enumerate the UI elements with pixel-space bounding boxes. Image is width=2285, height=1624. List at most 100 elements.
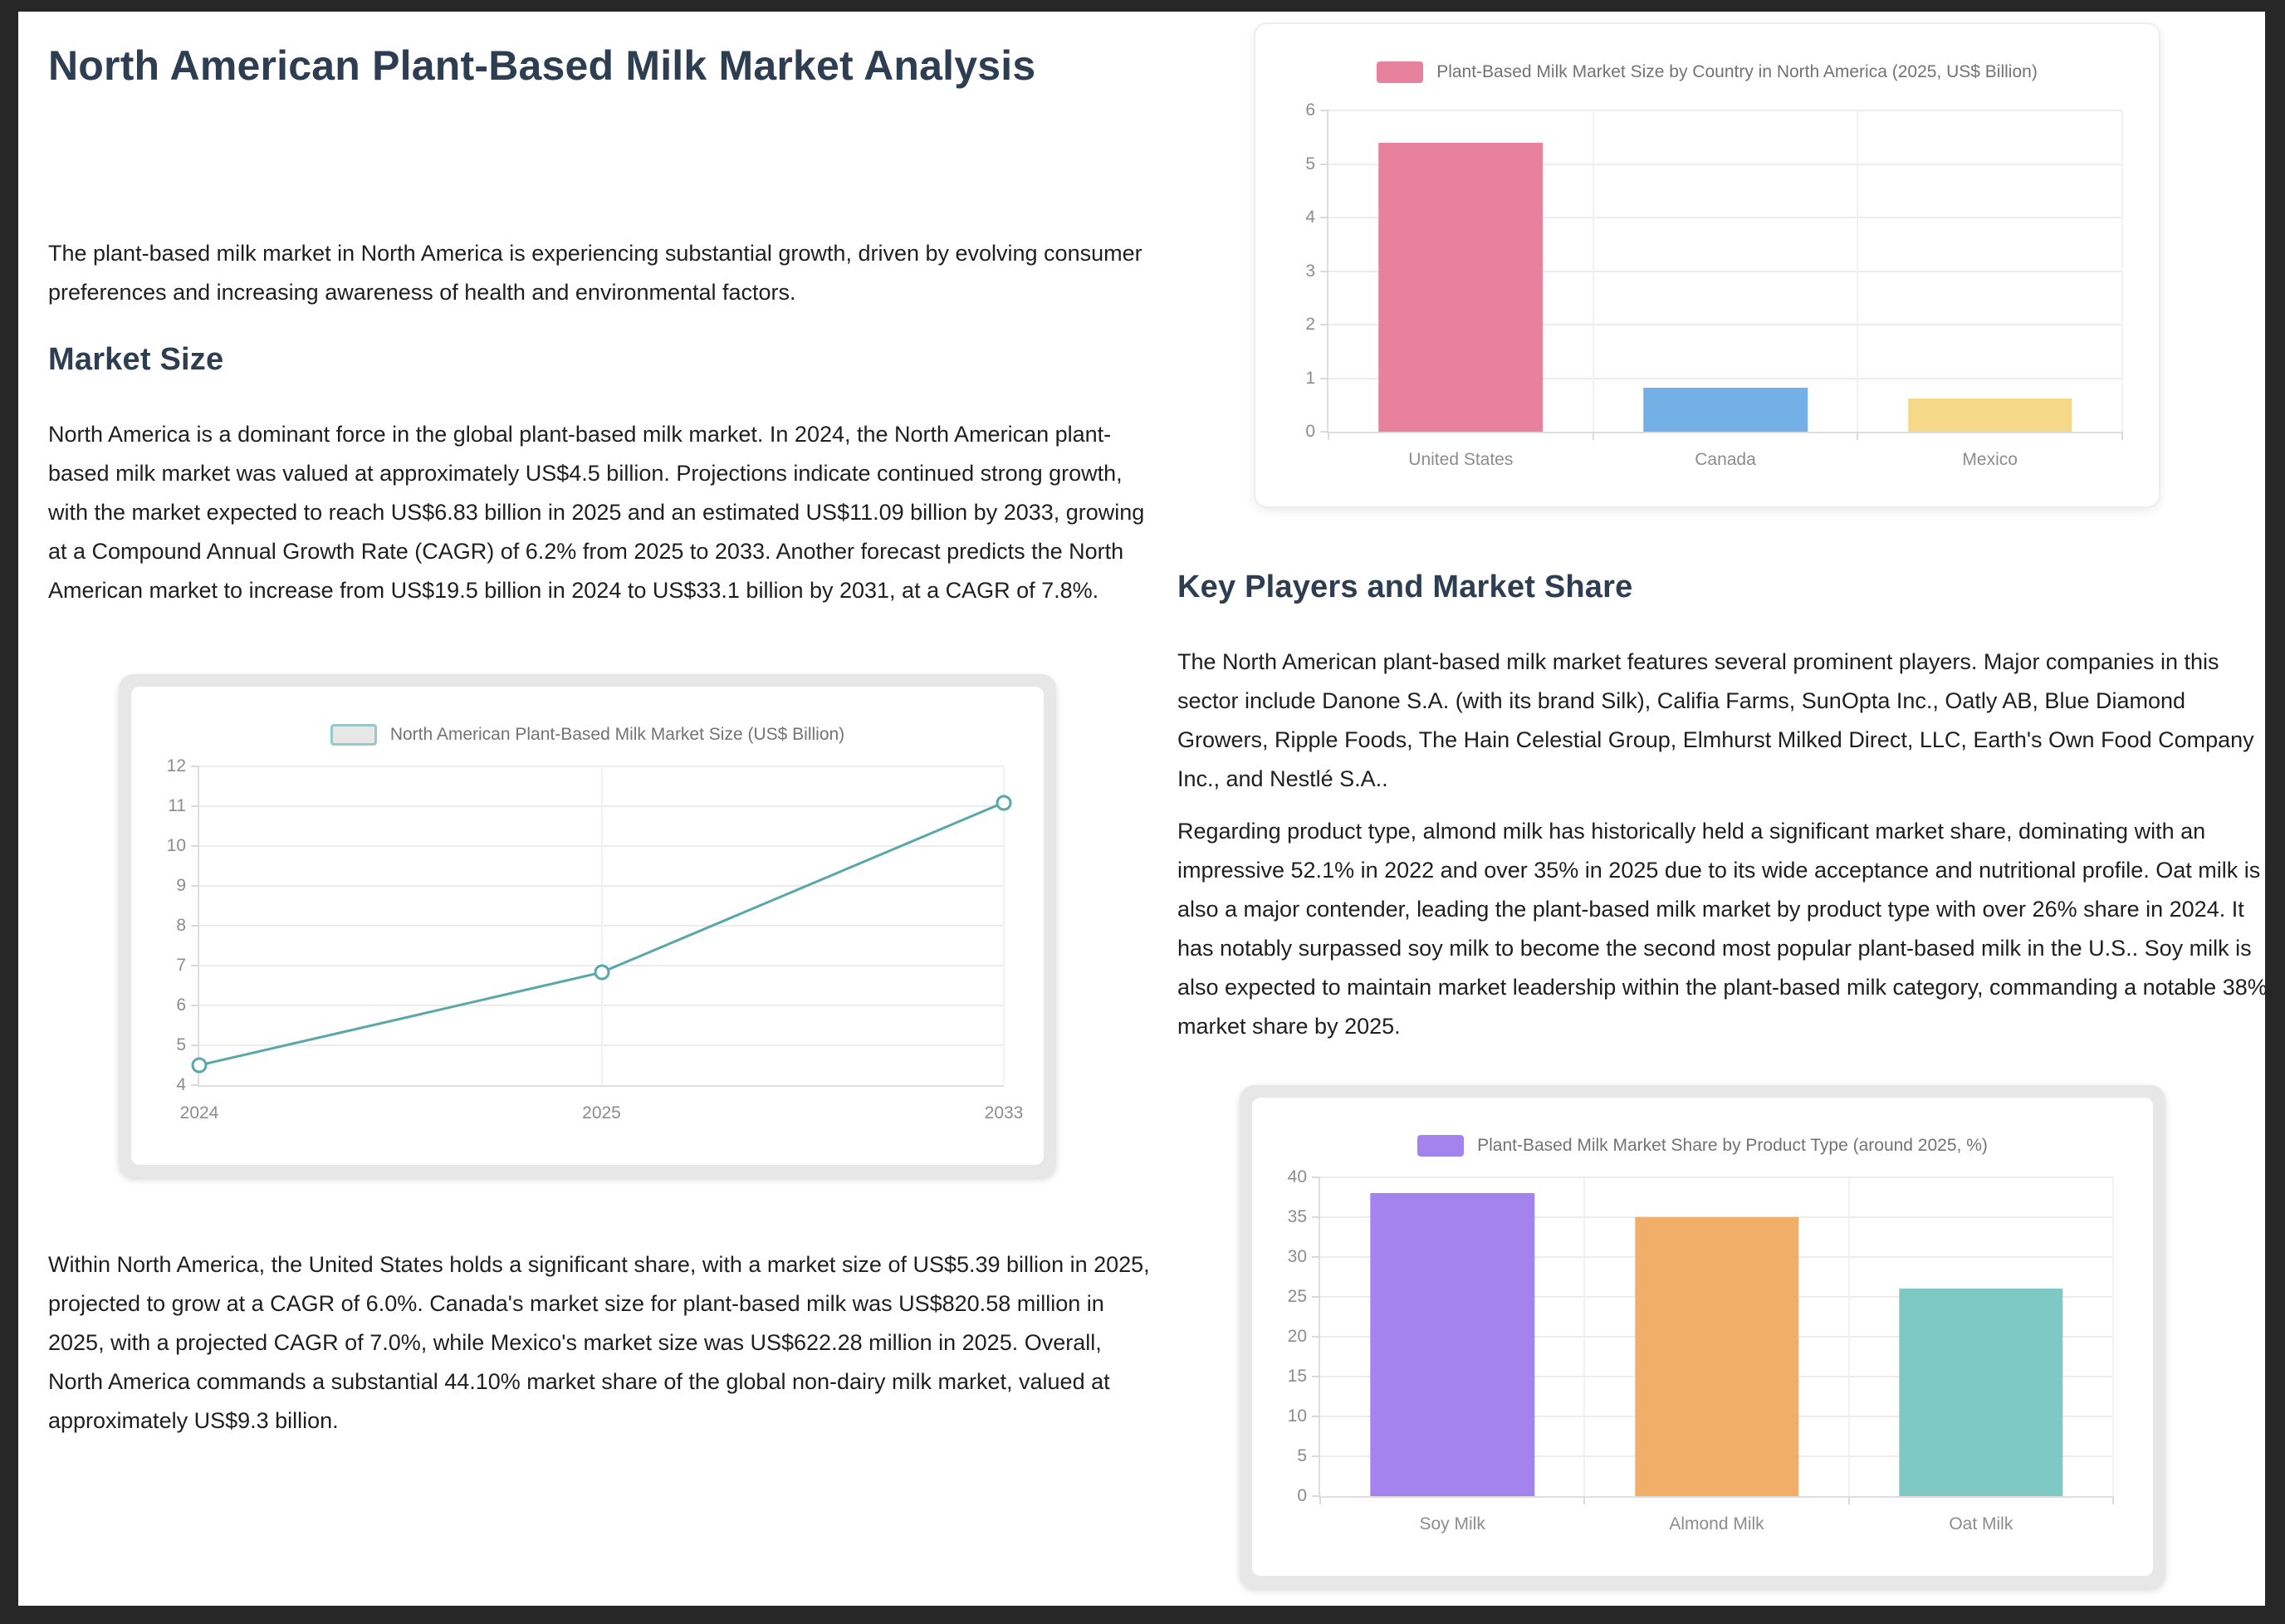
gridline-vertical [1847,1177,1850,1496]
product-share-bar-chart: Plant-Based Milk Market Share by Product… [1252,1098,2153,1576]
plot-area: 0 1 2 3 4 5 6 United States Canada Mexico [1305,100,2123,469]
bar-almond-milk [1634,1217,1799,1496]
legend-label: Plant-Based Milk Market Size by Country … [1436,62,2038,81]
legend-swatch [330,724,377,746]
x-tick-label: Almond Milk [1669,1514,1764,1534]
plot-area: 4 5 6 7 8 9 10 11 12 2024 2025 2033 [167,756,1024,1123]
gridline-horizontal [1328,163,2122,165]
data-point-2033 [996,795,1012,811]
y-tick-label: 7 [176,956,186,975]
y-axis-tick [191,1005,199,1006]
y-axis-tick [1312,1495,1320,1497]
gridline-vertical [2121,110,2123,432]
y-axis-tick [191,965,199,966]
x-axis-tick [1592,432,1594,440]
x-tick-label: Canada [1695,450,1756,469]
y-axis-tick [1320,217,1328,219]
x-tick-label: 2033 [984,1103,1024,1123]
gridline-horizontal [1328,377,2122,379]
country-bar-chart-card: Plant-Based Milk Market Size by Country … [1254,22,2160,508]
y-tick-label: 11 [168,796,186,815]
y-tick-label: 5 [1297,1446,1307,1465]
y-axis-tick [191,805,199,807]
market-size-line-chart-frame: North American Plant-Based Milk Market S… [119,674,1056,1177]
y-tick-label: 2 [1305,315,1315,335]
market-size-paragraph-1: North America is a dominant force in the… [48,422,1145,603]
y-axis-tick [1320,110,1328,111]
y-axis-tick [1312,1416,1320,1417]
plot-area: 0 5 10 15 20 25 30 35 40 Soy Milk Almond Milk Oat M… [1288,1167,2114,1534]
market-size-line-chart: North American Plant-Based Milk Market S… [131,687,1044,1165]
bar-soy-milk [1370,1193,1534,1496]
legend-swatch [1417,1135,1465,1157]
y-axis-tick [191,766,199,767]
gridline-vertical [600,766,603,1085]
document-page: North American Plant-Based Milk Market A… [18,12,2268,1606]
x-tick-label: Mexico [1962,450,2018,469]
legend-label: Plant-Based Milk Market Share by Product… [1477,1136,1988,1155]
y-tick-label: 30 [1287,1247,1307,1266]
legend-swatch [1377,61,1424,83]
y-axis-tick [1320,377,1328,379]
y-tick-label: 10 [166,836,186,855]
key-players-paragraph-2: Regarding product type, almond milk has … [1177,819,2268,1039]
y-tick-label: 25 [1287,1287,1307,1306]
y-tick-label: 15 [1287,1367,1307,1386]
y-axis-tick [1312,1216,1320,1218]
y-axis-tick [191,1084,199,1086]
gridline-horizontal [1328,217,2122,219]
y-tick-label: 8 [176,916,186,935]
y-tick-label: 40 [1287,1167,1307,1186]
y-axis-tick [1320,324,1328,326]
y-tick-label: 0 [1297,1486,1307,1505]
key-players-heading: Key Players and Market Share [1177,570,1633,604]
y-axis-tick [1312,1336,1320,1338]
x-axis-tick [1328,432,1329,440]
line-series [199,766,1004,1085]
y-tick-label: 3 [1305,261,1315,281]
y-tick-label: 5 [176,1035,186,1054]
y-tick-label: 9 [176,876,186,895]
gridline-vertical [1003,766,1005,1085]
gridline-horizontal [1328,270,2122,272]
bar-oat-milk [1899,1289,2063,1496]
y-tick-label: 4 [1305,208,1315,227]
y-axis-tick [1312,1176,1320,1178]
y-axis-tick [1320,270,1328,272]
y-axis-tick [1312,1376,1320,1377]
y-tick-label: 10 [1287,1406,1307,1426]
x-axis-tick [1319,1496,1321,1504]
intro-paragraph: The plant-based milk market in North Ame… [48,241,1142,305]
chart-legend: Plant-Based Milk Market Share by Product… [1252,1134,2153,1157]
legend-label: North American Plant-Based Milk Market S… [389,725,845,744]
chart-legend: Plant-Based Milk Market Size by Country … [1255,61,2159,84]
y-axis-tick [1320,431,1328,433]
gridline-horizontal [1328,324,2122,326]
y-axis-tick [191,925,199,927]
y-axis-tick [1312,1256,1320,1258]
x-axis-tick [1847,1496,1850,1504]
y-tick-label: 4 [176,1075,186,1094]
x-tick-label: 2025 [582,1103,621,1123]
y-axis-tick [1312,1455,1320,1457]
y-axis-tick [191,845,199,847]
product-share-bar-chart-frame: Plant-Based Milk Market Share by Product… [1240,1085,2165,1588]
gridline-vertical [1857,110,1859,432]
y-tick-label: 6 [1305,100,1315,120]
y-tick-label: 20 [1287,1327,1307,1346]
bar-united-states [1378,143,1544,432]
y-axis-tick [191,1044,199,1046]
y-axis-tick [1312,1296,1320,1298]
bar-canada [1643,388,1808,432]
gridline-horizontal [1320,1176,2113,1178]
gridline-vertical [1592,110,1594,432]
y-tick-label: 0 [1305,422,1315,441]
x-axis-tick [2112,1496,2114,1504]
x-axis-tick [1857,432,1859,440]
key-players-paragraph-1: The North American plant-based milk mark… [1177,649,2254,791]
y-tick-label: 35 [1287,1207,1307,1226]
gridline-vertical [1583,1177,1586,1496]
data-point-2024 [191,1057,208,1074]
chart-legend: North American Plant-Based Milk Market S… [131,723,1044,746]
